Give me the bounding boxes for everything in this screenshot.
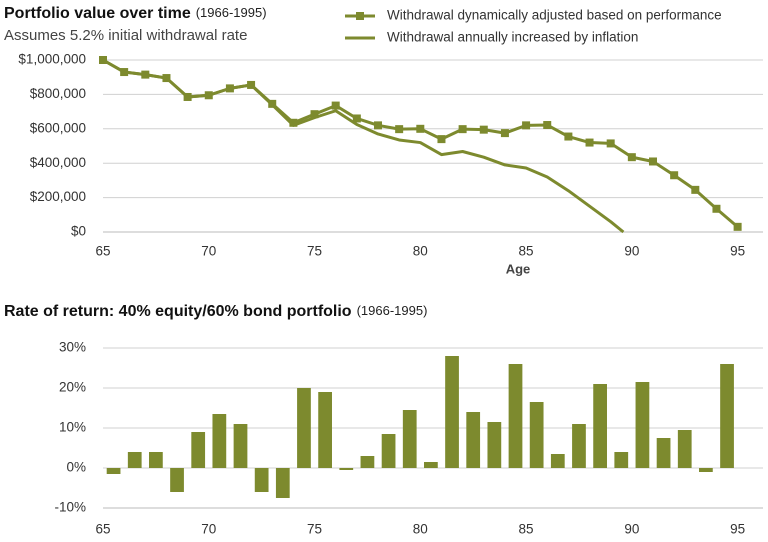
bar — [550, 454, 565, 468]
point-marker — [733, 222, 742, 231]
bar — [106, 468, 121, 474]
x-tick-label: 95 — [730, 244, 745, 259]
x-tick-label: 85 — [519, 522, 534, 537]
bar — [487, 422, 502, 468]
bar — [254, 468, 269, 492]
point-marker — [352, 114, 361, 123]
y-tick-label: $400,000 — [30, 155, 86, 170]
bar — [508, 364, 523, 468]
y-tick-label: 10% — [59, 420, 86, 435]
chart-title-period: (1966-1995) — [196, 5, 267, 20]
bar — [127, 452, 142, 468]
x-axis-title: Age — [506, 261, 531, 276]
bar — [233, 424, 248, 468]
y-tick-label: 20% — [59, 380, 86, 395]
chart-title-text: Rate of return: 40% equity/60% bond port… — [4, 303, 352, 320]
legend-marker — [356, 12, 364, 20]
x-tick-label: 90 — [624, 522, 639, 537]
y-tick-label: $0 — [71, 224, 86, 239]
bar — [149, 452, 163, 468]
chart-title: Portfolio value over time (1966-1995) — [4, 5, 267, 22]
x-tick-label: 90 — [624, 244, 639, 259]
bar — [572, 424, 586, 468]
y-tick-label: 0% — [66, 460, 86, 475]
y-tick-label: $200,000 — [30, 189, 86, 204]
x-tick-label: 75 — [307, 522, 322, 537]
chart-subtitle: Assumes 5.2% initial withdrawal rate — [4, 27, 247, 44]
bar — [635, 382, 650, 468]
point-marker — [691, 185, 700, 194]
point-marker — [627, 153, 636, 162]
bar — [593, 384, 607, 468]
point-marker — [331, 101, 340, 110]
x-tick-label: 70 — [201, 522, 216, 537]
y-tick-label: -10% — [54, 500, 86, 515]
point-marker — [670, 171, 679, 180]
legend-label: Withdrawal dynamically adjusted based on… — [387, 8, 722, 23]
bar — [677, 430, 692, 468]
point-marker — [479, 125, 488, 134]
point-marker — [585, 138, 594, 147]
x-tick-label: 75 — [307, 244, 322, 259]
bar — [212, 414, 227, 468]
point-marker — [712, 204, 721, 213]
bar — [424, 462, 438, 468]
chart-title-period: (1966-1995) — [357, 303, 428, 318]
x-tick-label: 65 — [95, 522, 110, 537]
bar — [381, 434, 396, 468]
point-marker — [437, 135, 446, 144]
point-marker — [649, 157, 657, 166]
x-tick-label: 70 — [201, 244, 216, 259]
bar — [699, 468, 713, 472]
x-tick-label: 95 — [730, 522, 745, 537]
point-marker — [289, 118, 298, 127]
x-tick-label: 80 — [413, 522, 428, 537]
y-tick-label: $800,000 — [30, 86, 86, 101]
point-marker — [416, 124, 425, 133]
point-marker — [543, 121, 552, 130]
y-tick-label: $1,000,000 — [18, 52, 86, 67]
bar — [529, 402, 544, 468]
chart-title: Rate of return: 40% equity/60% bond port… — [4, 303, 427, 320]
point-marker — [522, 121, 531, 130]
bar — [339, 468, 354, 470]
x-tick-label: 85 — [519, 244, 534, 259]
series-line — [102, 58, 625, 234]
bar — [402, 410, 417, 468]
bar — [445, 356, 459, 468]
point-marker — [606, 139, 615, 148]
bar — [318, 392, 332, 468]
y-tick-label: $600,000 — [30, 120, 86, 135]
x-tick-label: 80 — [413, 244, 428, 259]
bar — [614, 452, 629, 468]
bar — [191, 432, 206, 468]
bar — [297, 388, 311, 468]
point-marker — [310, 110, 319, 119]
point-marker — [458, 125, 467, 134]
bar — [720, 364, 734, 468]
bar — [656, 438, 671, 468]
bar — [275, 468, 290, 498]
legend-label: Withdrawal annually increased by inflati… — [387, 30, 638, 45]
point-marker — [564, 132, 573, 141]
point-marker — [395, 125, 404, 134]
bar — [466, 412, 481, 468]
bar — [360, 456, 375, 468]
chart-title-text: Portfolio value over time — [4, 5, 191, 22]
bar — [170, 468, 184, 492]
point-marker — [500, 129, 509, 138]
point-marker — [374, 121, 382, 130]
x-tick-label: 65 — [95, 244, 110, 259]
y-tick-label: 30% — [59, 340, 86, 355]
